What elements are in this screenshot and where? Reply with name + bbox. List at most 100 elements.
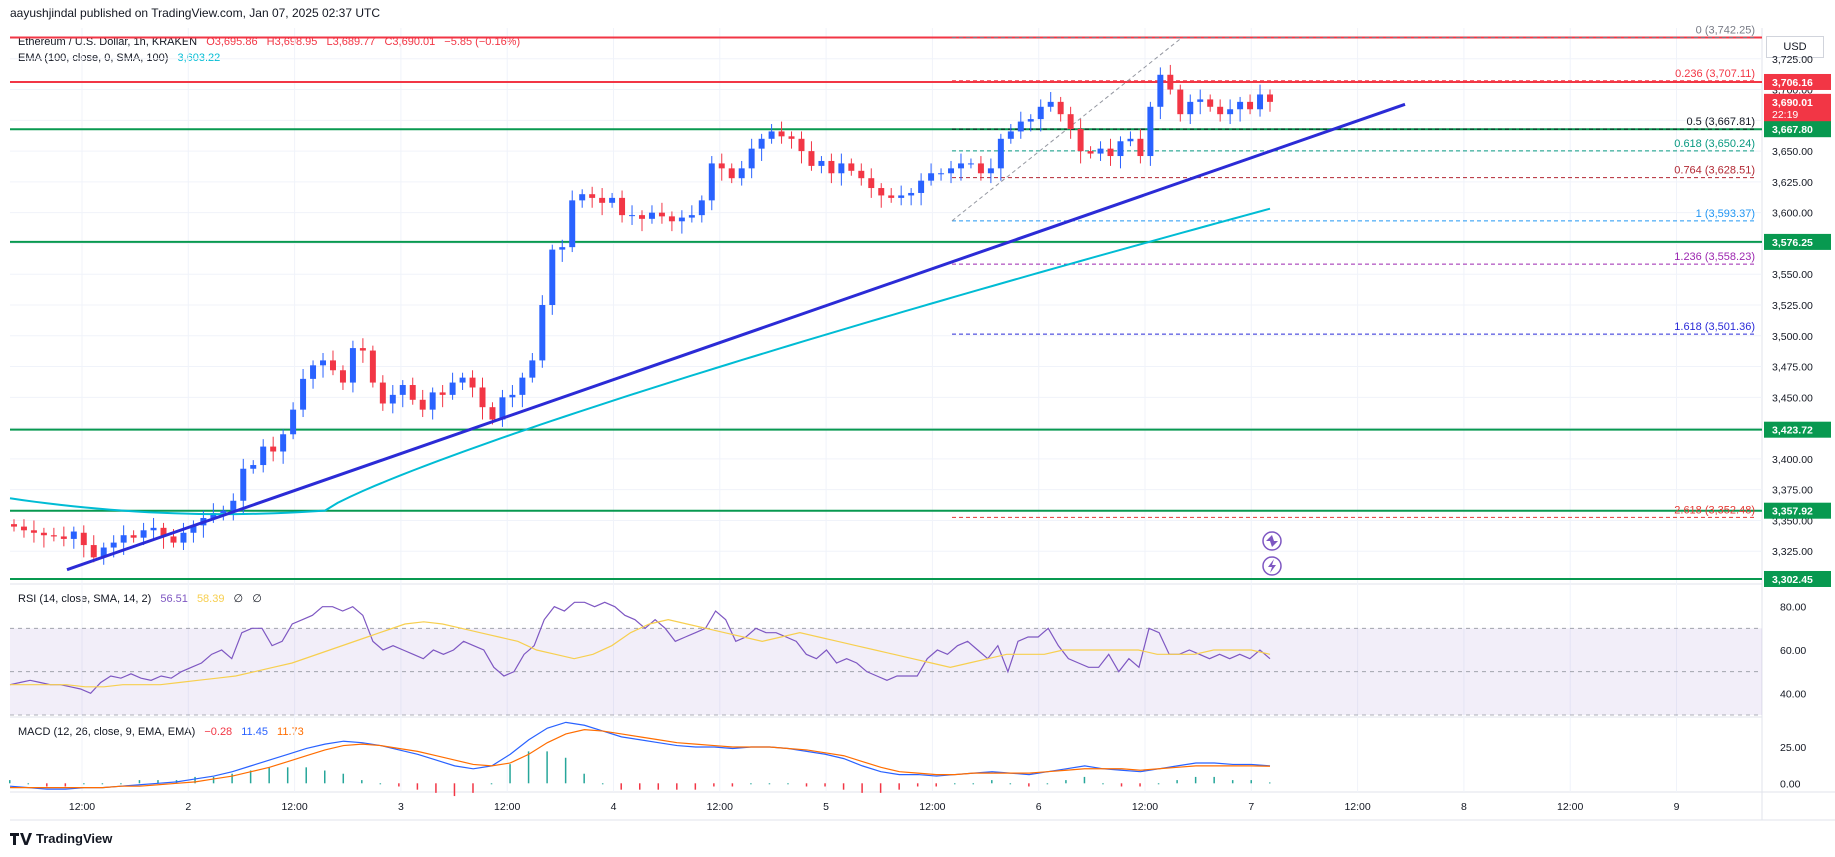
candle-body <box>579 194 586 201</box>
macd-tick-label: 0.00 <box>1780 778 1801 790</box>
macd-histogram-bar <box>639 783 641 790</box>
macd-histogram-bar <box>509 764 511 784</box>
fib-level-label: 1.618 (3,501.36) <box>1674 321 1755 333</box>
macd-histogram-bar <box>879 783 882 793</box>
candle-body <box>459 377 466 383</box>
fib-level-label: 0.618 (3,650.24) <box>1674 138 1755 150</box>
candle-body <box>987 168 994 174</box>
price-tick-label: 3,525.00 <box>1772 300 1813 312</box>
price-tick-label: 3,325.00 <box>1772 546 1813 558</box>
candle-body <box>848 163 855 171</box>
candle-body <box>1177 89 1184 115</box>
candle-body <box>1197 99 1204 102</box>
macd-histogram-bar <box>472 783 474 793</box>
macd-histogram-bar <box>361 780 363 784</box>
tradingview-logo[interactable]: TradingView <box>10 831 112 846</box>
candle-body <box>250 465 257 469</box>
fib-level-label: 0 (3,742.25) <box>1696 25 1755 37</box>
candle-body <box>708 163 715 201</box>
candle-body <box>230 500 237 511</box>
time-tick-label: 7 <box>1248 801 1254 813</box>
candle-body <box>529 360 536 378</box>
candle-body <box>898 195 905 198</box>
price-tick-label: 3,725.00 <box>1772 54 1813 66</box>
candle-body <box>419 399 426 410</box>
ohlc-low: L3,689.77 <box>326 36 376 48</box>
candle-body <box>310 365 317 379</box>
candle-body <box>1257 94 1264 110</box>
ohlc-close: C3,690.01 <box>384 36 436 48</box>
macd-histogram-bar <box>416 783 419 790</box>
candle-body <box>838 163 845 174</box>
candle-body <box>1187 101 1194 115</box>
currency-button[interactable]: USD <box>1766 36 1824 58</box>
candle-body <box>1247 101 1254 110</box>
macd-histogram-bar <box>676 783 678 790</box>
macd-histogram-bar <box>194 776 196 784</box>
macd-histogram-bar <box>9 780 11 784</box>
candle-body <box>858 170 865 179</box>
price-tick-label: 3,650.00 <box>1772 146 1813 158</box>
candle-body <box>449 382 456 395</box>
candle-body <box>957 163 964 169</box>
candle-body <box>878 188 885 196</box>
rsi-line <box>9 601 1271 695</box>
time-tick-label: 12:00 <box>69 801 95 813</box>
candle-body <box>220 510 227 514</box>
candle-body <box>738 168 745 179</box>
candle-body <box>768 131 775 139</box>
candle-body <box>389 394 396 404</box>
candle-body <box>748 148 755 169</box>
candle-body <box>210 513 217 518</box>
macd-histogram-bar <box>212 776 215 784</box>
price-axis-label-bg <box>1764 421 1831 438</box>
price-tick-label: 3,550.00 <box>1772 269 1813 281</box>
price-tick-label: 3,400.00 <box>1772 454 1813 466</box>
macd-histogram-bar <box>694 783 697 790</box>
time-tick-label: 12:00 <box>281 801 307 813</box>
candle-body <box>1147 106 1154 157</box>
macd-histogram-bar <box>657 783 660 790</box>
candle-body <box>718 163 725 169</box>
macd-histogram-bar <box>564 757 567 784</box>
rsi-sma-line <box>10 619 1271 688</box>
price-axis-label: 3,690.01 <box>1772 97 1813 109</box>
candle-body <box>369 350 376 383</box>
candle-body <box>997 138 1004 169</box>
price-tick-label: 3,500.00 <box>1772 331 1813 343</box>
macd-histogram-bar <box>991 780 993 784</box>
candle-body <box>1117 141 1124 157</box>
candle-body <box>160 527 167 537</box>
price-tick-label: 3,600.00 <box>1772 208 1813 220</box>
time-tick-label: 6 <box>1036 801 1042 813</box>
candle-body <box>110 542 117 548</box>
candle-body <box>908 192 915 196</box>
time-tick-label: 12:00 <box>919 801 945 813</box>
candle-body <box>130 535 137 538</box>
candle-body <box>11 524 17 527</box>
macd-histogram-bar <box>27 783 30 785</box>
candle-body <box>1217 106 1224 115</box>
fib-anchor-line <box>951 37 1183 222</box>
candle-body <box>948 168 955 174</box>
macd-histogram-bar <box>157 780 159 784</box>
macd-histogram-bar <box>398 783 400 787</box>
macd-histogram-bar <box>1120 783 1123 787</box>
candle-body <box>1107 148 1114 157</box>
candle-body <box>379 382 386 404</box>
candle-body <box>1207 99 1214 107</box>
price-axis-label: 3,706.16 <box>1772 77 1813 89</box>
candle-body <box>240 468 247 501</box>
macd-histogram-bar <box>601 783 604 785</box>
macd-histogram-bar <box>101 783 104 785</box>
fib-level-label: 0.764 (3,628.51) <box>1674 165 1755 177</box>
candle-body <box>519 377 526 395</box>
candle-body <box>80 532 87 546</box>
candle-body <box>1157 74 1164 107</box>
candle-body <box>1077 128 1084 152</box>
candle-body <box>788 136 795 139</box>
candle-body <box>300 378 307 410</box>
candle-body <box>1267 94 1273 102</box>
macd-histogram-bar <box>787 783 789 785</box>
